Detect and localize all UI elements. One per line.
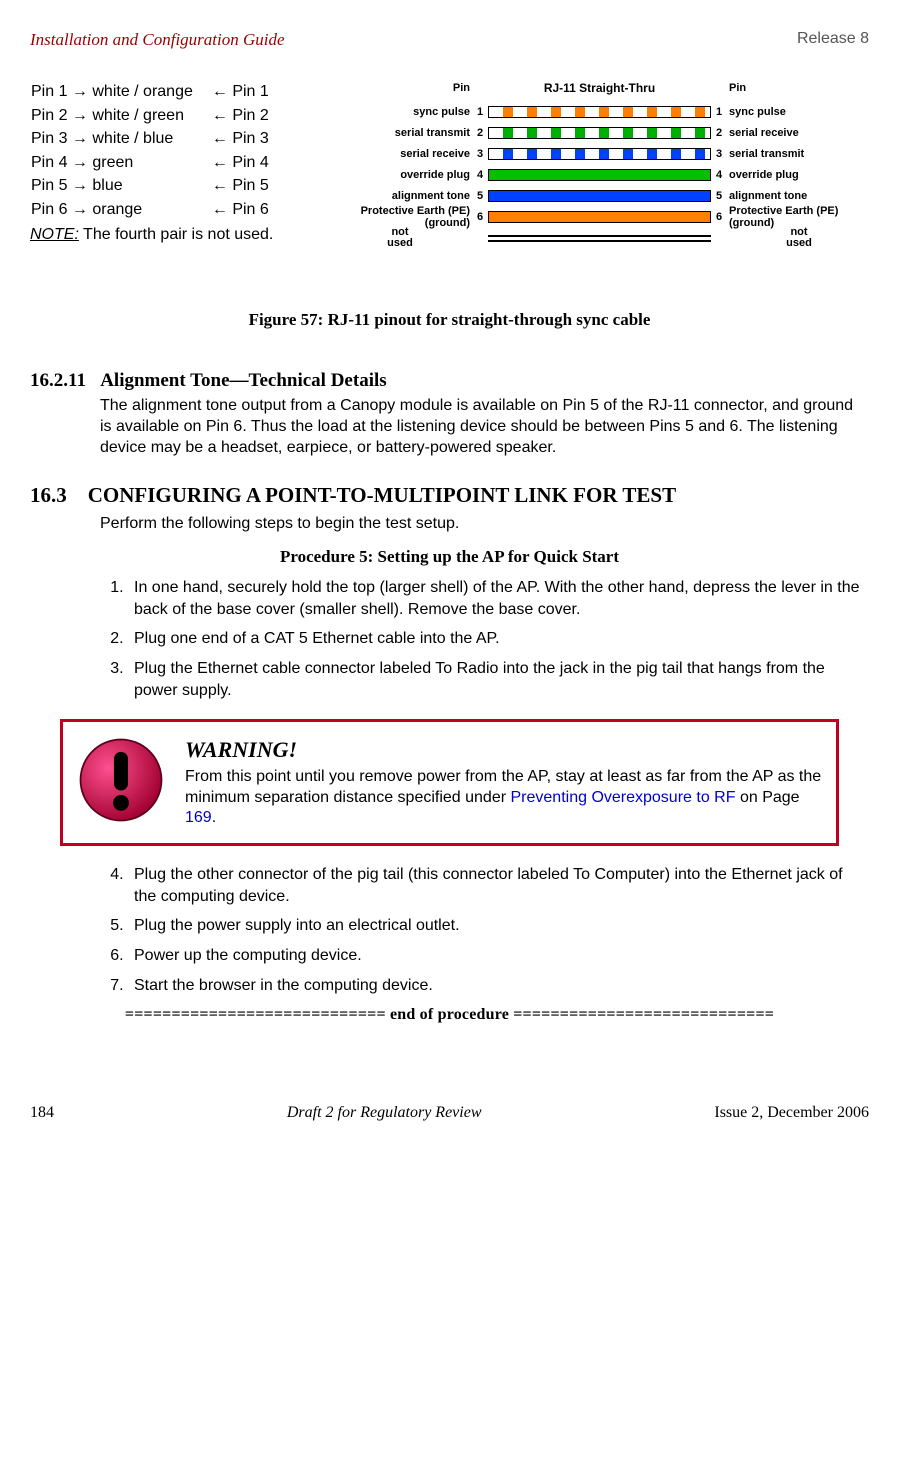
step-item: Start the browser in the computing devic…: [128, 975, 869, 997]
pin-num-left: 4: [474, 169, 486, 181]
wire-label-right: serial receive: [725, 127, 869, 139]
pin-map-right: ← Pin 4: [211, 151, 270, 175]
wire-label-left: sync pulse: [330, 106, 474, 118]
steps-list-1: In one hand, securely hold the top (larg…: [100, 577, 869, 701]
sec2-num: 16.3: [30, 483, 67, 507]
footer-right: Issue 2, December 2006: [714, 1104, 869, 1122]
diag-hdr-right: Pin: [725, 82, 869, 94]
wire-label-right: alignment tone: [725, 190, 869, 202]
pin-map-right: ← Pin 2: [211, 104, 270, 128]
warn-after: .: [212, 809, 216, 826]
pin-num-left: 1: [474, 106, 486, 118]
wire: [488, 211, 711, 223]
pin-map-right: ← Pin 3: [211, 127, 270, 151]
pin-map: Pin 1 → white / orange← Pin 1Pin 2 → whi…: [30, 80, 330, 245]
figure-area: Pin 1 → white / orange← Pin 1Pin 2 → whi…: [30, 80, 869, 280]
step-item: Plug the other connector of the pig tail…: [128, 864, 869, 907]
footer-center: Draft 2 for Regulatory Review: [287, 1104, 482, 1122]
header-right: Release 8: [797, 30, 869, 50]
pin-num-right: 2: [713, 127, 725, 139]
pin-map-left: Pin 2 → white / green: [30, 104, 211, 128]
end-of-procedure: ============================ end of proc…: [30, 1006, 869, 1024]
note-rest: The fourth pair is not used.: [79, 226, 273, 243]
diagram-row: sync pulse11sync pulse: [330, 104, 869, 120]
wire-label-left: serial transmit: [330, 127, 474, 139]
warning-icon: [77, 736, 165, 824]
pin-map-note: NOTE: The fourth pair is not used.: [30, 224, 330, 246]
wire-label-left: serial receive: [330, 148, 474, 160]
sec-title: Alignment Tone—Technical Details: [100, 370, 386, 391]
wire-label-right: sync pulse: [725, 106, 869, 118]
pin-num-left: 2: [474, 127, 486, 139]
page: Installation and Configuration Guide Rel…: [0, 0, 899, 1142]
diagram-row: serial transmit22serial receive: [330, 125, 869, 141]
figure-caption: Figure 57: RJ-11 pinout for straight-thr…: [30, 310, 869, 330]
steps-list-2: Plug the other connector of the pig tail…: [100, 864, 869, 996]
wire: [488, 148, 711, 160]
warning-text: WARNING! From this point until you remov…: [185, 736, 822, 829]
pin-num-left: 6: [474, 211, 486, 223]
sec1-para: The alignment tone output from a Canopy …: [100, 396, 869, 458]
footer-left: 184: [30, 1104, 54, 1122]
wire-label-right: override plug: [725, 169, 869, 181]
pin-num-right: 4: [713, 169, 725, 181]
not-used-left: notused: [330, 227, 474, 249]
diag-hdr-center: RJ-11 Straight-Thru: [486, 81, 713, 95]
step-item: Plug the Ethernet cable connector labele…: [128, 658, 869, 701]
pin-num-right: 1: [713, 106, 725, 118]
pin-num-right: 3: [713, 148, 725, 160]
warn-mid: on Page: [736, 789, 800, 806]
wire-label-left: alignment tone: [330, 190, 474, 202]
pin-num-right: 6: [713, 211, 725, 223]
pin-map-left: Pin 6 → orange: [30, 198, 211, 222]
section-16-2-11-heading: 16.2.11 Alignment Tone—Technical Details: [30, 370, 869, 392]
pin-num-right: 5: [713, 190, 725, 202]
pin-map-left: Pin 1 → white / orange: [30, 80, 211, 104]
page-footer: 184 Draft 2 for Regulatory Review Issue …: [30, 1104, 869, 1122]
procedure-title: Procedure 5: Setting up the AP for Quick…: [30, 547, 869, 567]
pin-map-row: Pin 1 → white / orange← Pin 1: [30, 80, 270, 104]
pin-map-row: Pin 2 → white / green← Pin 2: [30, 104, 270, 128]
pin-map-left: Pin 5 → blue: [30, 174, 211, 198]
wire-label-left: override plug: [330, 169, 474, 181]
pin-num-left: 5: [474, 190, 486, 202]
pin-map-right: ← Pin 6: [211, 198, 270, 222]
pin-map-row: Pin 5 → blue← Pin 5: [30, 174, 270, 198]
page-header: Installation and Configuration Guide Rel…: [30, 30, 869, 50]
diagram-row: alignment tone55alignment tone: [330, 188, 869, 204]
warn-link-1[interactable]: Preventing Overexposure to RF: [511, 789, 736, 806]
pin-num-left: 3: [474, 148, 486, 160]
pin-map-row: Pin 4 → green← Pin 4: [30, 151, 270, 175]
section-16-3-heading: 16.3 CONFIGURING A POINT-TO-MULTIPOINT L…: [30, 483, 869, 508]
sec-num: 16.2.11: [30, 370, 86, 391]
warning-box: WARNING! From this point until you remov…: [60, 719, 839, 846]
wire: [488, 106, 711, 118]
pin-map-right: ← Pin 1: [211, 80, 270, 104]
step-item: Plug one end of a CAT 5 Ethernet cable i…: [128, 628, 869, 650]
rj11-diagram: Pin RJ-11 Straight-Thru Pin sync pulse11…: [330, 80, 869, 280]
not-used-right: notused: [725, 227, 869, 249]
sec2-title: CONFIGURING A POINT-TO-MULTIPOINT LINK F…: [88, 483, 676, 507]
pin-map-row: Pin 3 → white / blue← Pin 3: [30, 127, 270, 151]
header-left: Installation and Configuration Guide: [30, 30, 285, 50]
pin-map-row: Pin 6 → orange← Pin 6: [30, 198, 270, 222]
wire: [488, 169, 711, 181]
sec2-intro: Perform the following steps to begin the…: [100, 514, 869, 535]
warn-link-2[interactable]: 169: [185, 809, 212, 826]
pin-map-right: ← Pin 5: [211, 174, 270, 198]
note-emph: NOTE:: [30, 226, 79, 243]
wire-label-right: serial transmit: [725, 148, 869, 160]
diagram-row: Protective Earth (PE) (ground)66Protecti…: [330, 209, 869, 225]
warning-title: WARNING!: [185, 736, 822, 765]
step-item: In one hand, securely hold the top (larg…: [128, 577, 869, 620]
pin-map-left: Pin 3 → white / blue: [30, 127, 211, 151]
step-item: Power up the computing device.: [128, 945, 869, 967]
wire: [488, 127, 711, 139]
diagram-row: serial receive33serial transmit: [330, 146, 869, 162]
diag-hdr-left: Pin: [330, 82, 474, 94]
pin-map-left: Pin 4 → green: [30, 151, 211, 175]
step-item: Plug the power supply into an electrical…: [128, 915, 869, 937]
wire: [488, 190, 711, 202]
diagram-row: override plug44override plug: [330, 167, 869, 183]
